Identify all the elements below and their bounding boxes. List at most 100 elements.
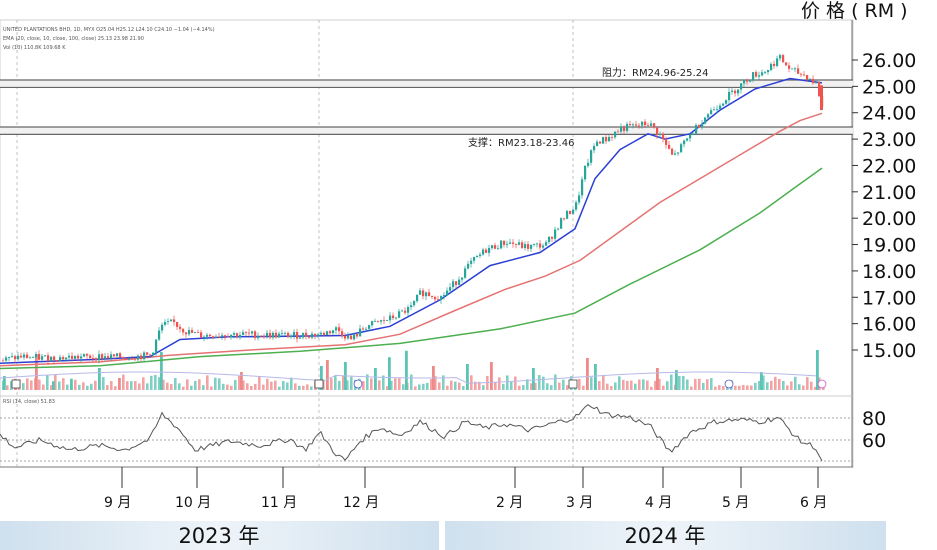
- dividend-marker-icon[interactable]: [724, 379, 734, 389]
- candle-body: [230, 334, 233, 338]
- candle-body: [320, 332, 323, 335]
- volume-bar-spike: [160, 352, 163, 390]
- candle-body: [236, 333, 239, 337]
- volume-bar: [462, 386, 465, 390]
- year-label-2024: 2024 年: [624, 524, 705, 548]
- volume-bar: [254, 383, 257, 390]
- ema-100-line: [0, 167, 823, 370]
- candle-body: [122, 357, 125, 359]
- volume-bar: [402, 384, 405, 390]
- volume-bar-spike: [118, 378, 121, 390]
- volume-bar: [286, 382, 289, 390]
- volume-bar: [106, 385, 109, 390]
- volume-bar: [682, 375, 685, 390]
- volume-bar: [430, 379, 433, 390]
- candle-body: [578, 195, 581, 203]
- volume-bar: [614, 382, 617, 390]
- candle-body: [581, 179, 584, 196]
- volume-bar: [258, 376, 261, 390]
- candle-body: [275, 332, 278, 338]
- support-band: [0, 126, 853, 135]
- volume-bar: [686, 379, 689, 390]
- candle-body: [758, 75, 761, 77]
- candle-body: [86, 354, 89, 356]
- volume-bar: [38, 379, 41, 390]
- volume-bar-spike: [52, 381, 55, 390]
- candle-body: [722, 103, 725, 106]
- rsi-header: RSI (14, close) 51.83: [3, 399, 55, 405]
- volume-bar: [362, 381, 365, 390]
- volume-bar: [174, 378, 177, 390]
- candle-body: [755, 72, 758, 77]
- volume-bar: [778, 378, 781, 390]
- candle-body: [194, 332, 197, 333]
- volume-bar: [178, 383, 181, 390]
- candle-body: [287, 332, 290, 338]
- volume-bar: [518, 385, 521, 390]
- candle-body: [242, 332, 245, 335]
- candle-body: [470, 260, 473, 264]
- y-axis-title: 价 格 ( RM ): [801, 0, 908, 22]
- volume-bar: [334, 375, 337, 390]
- candle-body: [542, 245, 545, 248]
- candle-body: [92, 358, 95, 359]
- candle-body: [197, 332, 200, 333]
- volume-bar-spike: [388, 357, 391, 390]
- volume-bar: [202, 385, 205, 390]
- volume-bar: [750, 385, 753, 390]
- candle-body: [2, 360, 5, 362]
- dividend-marker-icon[interactable]: [817, 379, 827, 389]
- candle-body: [248, 332, 251, 334]
- candle-body: [56, 360, 59, 362]
- volume-bar-spike: [240, 372, 243, 390]
- candle-body: [653, 123, 656, 128]
- volume-bar: [710, 378, 713, 390]
- candle-body: [785, 62, 788, 66]
- candle-body: [482, 249, 485, 255]
- volume-bar: [50, 385, 53, 390]
- candle-body: [53, 356, 56, 361]
- volume-bar: [534, 382, 537, 390]
- candle-body: [155, 339, 158, 353]
- candle-body: [365, 328, 368, 330]
- volume-bar: [310, 386, 313, 390]
- candle-body: [47, 355, 50, 362]
- candle-body: [392, 315, 395, 319]
- candle-body: [545, 242, 548, 246]
- candle-body: [128, 358, 131, 360]
- month-label-nov: 11 月: [261, 495, 297, 511]
- event-marker-icon[interactable]: [568, 379, 578, 389]
- event-marker-icon[interactable]: [11, 379, 21, 389]
- candle-body: [215, 336, 218, 338]
- volume-bar: [82, 382, 85, 390]
- volume-bar: [294, 383, 297, 390]
- volume-bar: [582, 385, 585, 390]
- candle-body: [17, 355, 20, 360]
- candle-body: [152, 352, 155, 356]
- candle-body: [455, 281, 458, 285]
- candle-body: [797, 68, 800, 74]
- candle-body: [419, 290, 422, 295]
- volume-bar-spike: [35, 354, 38, 390]
- month-label-dec: 12 月: [343, 495, 379, 511]
- candle-body: [305, 332, 308, 337]
- candle-body: [257, 335, 260, 339]
- month-label-oct: 10 月: [175, 495, 211, 511]
- event-marker-icon[interactable]: [314, 379, 324, 389]
- price-tick-7: 19.00: [862, 235, 916, 257]
- candle-body: [485, 249, 488, 253]
- support-label: 支撑：RM23.18-23.46: [468, 136, 574, 149]
- candle-body: [560, 218, 563, 229]
- volume-bar: [782, 380, 785, 390]
- dividend-marker-icon[interactable]: [353, 379, 363, 389]
- candle-body: [656, 127, 659, 135]
- volume-bar: [658, 378, 661, 390]
- volume-bar: [46, 374, 49, 390]
- volume-bar: [338, 380, 341, 390]
- support-resistance-bands: [0, 79, 853, 135]
- candle-body: [173, 319, 176, 323]
- candle-body: [509, 242, 512, 244]
- volume-bar: [418, 384, 421, 390]
- volume-bar: [330, 378, 333, 390]
- candle-body: [737, 89, 740, 94]
